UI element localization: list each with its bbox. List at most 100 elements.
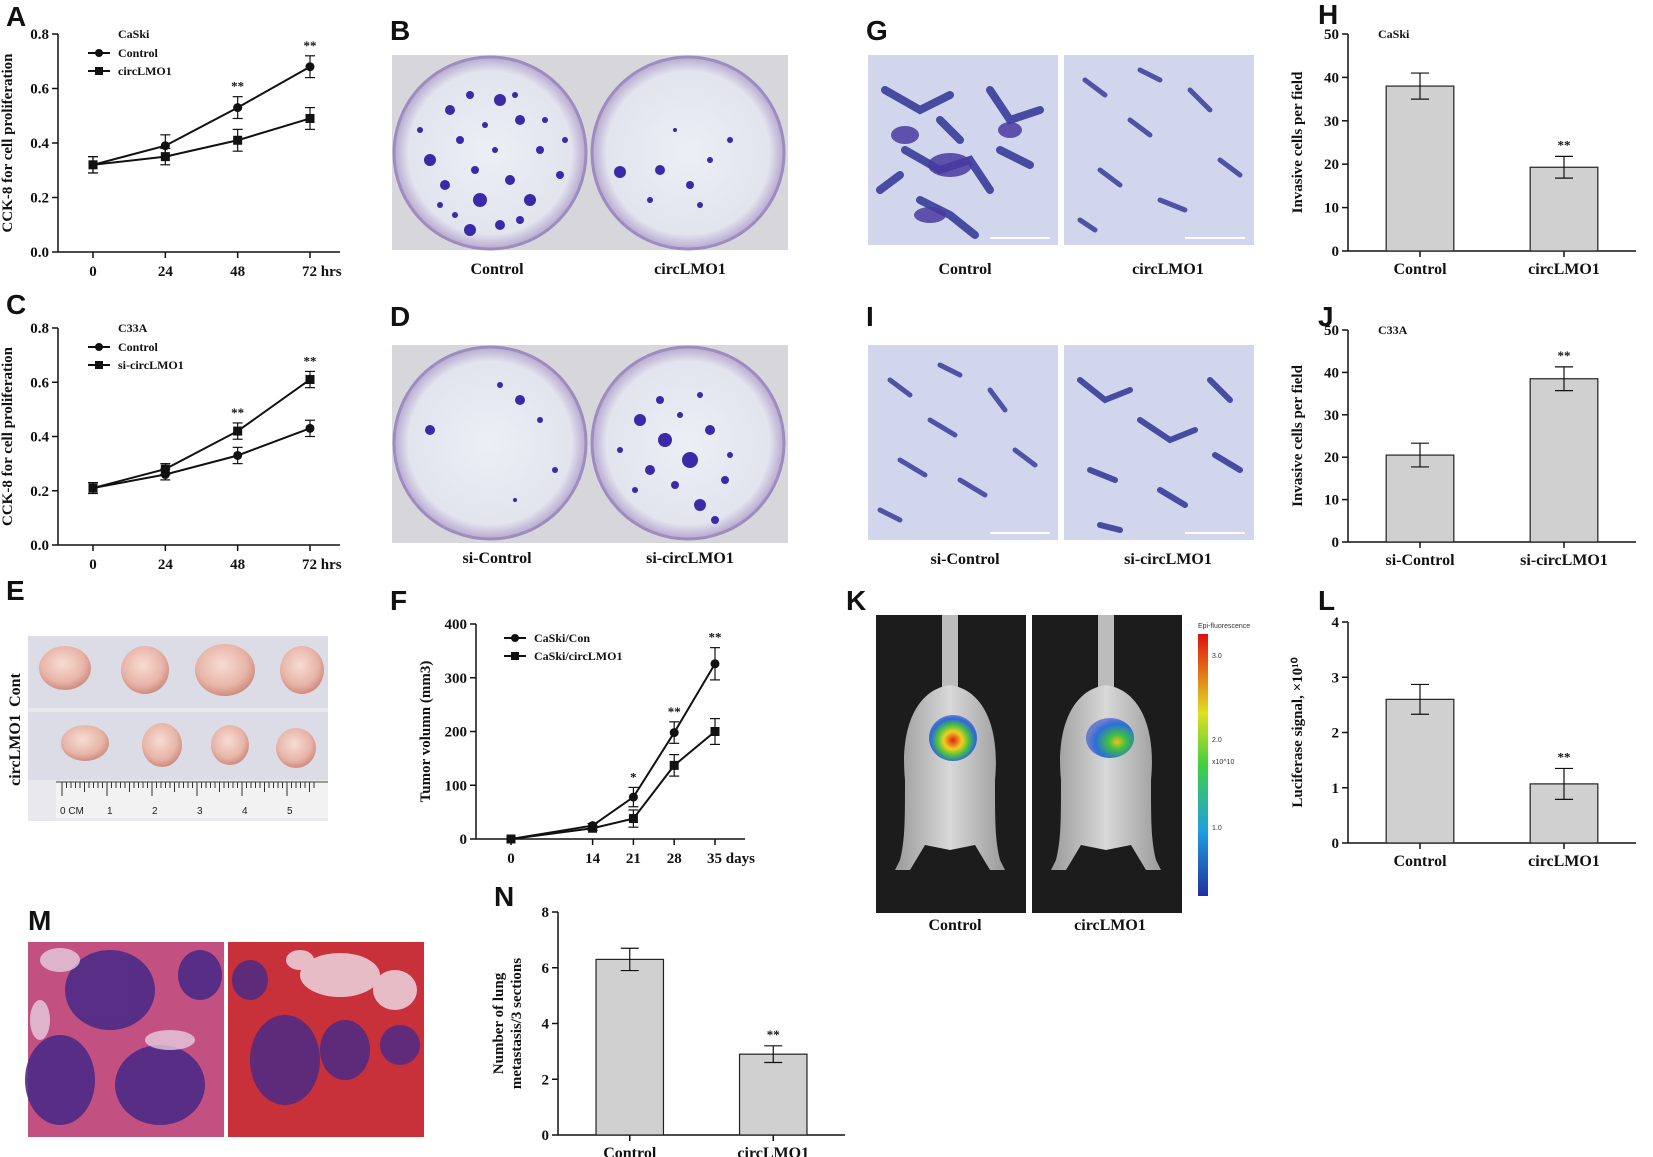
tumor-photo-e [28,636,328,821]
data-point-F-0-4 [710,659,720,669]
chart-j-invasion-c33a: 0 10 20 30 40 50 Invasive cells per field si-Co… [1290,323,1636,569]
series-line-A-1 [92,117,311,166]
y-tick-label-A-3: 0.6 [30,82,49,98]
y-tick-label-L-0: 0 [1332,836,1340,852]
x-tick-label-L-1: circLMO1 [1528,853,1600,870]
legend-marker-F-1 [511,652,519,660]
y-tick-label-L-3: 3 [1332,670,1340,686]
data-point-A-1-2 [233,135,243,145]
y-axis-label-F: Tumor volumn (mm3) [418,661,434,803]
x-tick-label-L-0: Control [1393,853,1447,870]
legend-label-C-1: si-circLMO1 [118,358,184,372]
tumor-row-label-cont: Cont [7,672,24,706]
significance-A-0: ** [231,79,244,94]
y-tick-label-H-4: 40 [1324,70,1339,86]
significance-J-1: ** [1558,348,1571,363]
series-line-C-0 [92,427,311,490]
panel-label-D: D [390,301,410,332]
x-tick-label-F-3: 28 [667,851,682,867]
panel-label-E: E [6,575,25,606]
y-tick-label-J-3: 30 [1324,408,1339,424]
y-tick-label-J-1: 10 [1324,493,1339,509]
significance-L-1: ** [1558,749,1571,764]
chart-h-invasion-caski: 0 10 20 30 40 50 Invasive cells per field Contr… [1290,27,1636,278]
legend-label-C-0: Control [118,340,158,354]
colorbar-tick-2: 2.0 [1212,737,1222,744]
data-point-F-1-0 [506,834,516,844]
y-tick-label-A-1: 0.2 [30,191,49,207]
legend-marker-C-0 [95,343,103,351]
y-tick-label-F-2: 200 [445,725,468,741]
data-point-F-1-2 [628,814,638,824]
significance-N-1: ** [767,1027,780,1042]
panel-label-G: G [866,15,888,46]
data-point-C-1-0 [88,483,98,493]
data-point-A-1-1 [160,152,170,162]
series-line-F-1 [510,730,716,840]
x-tick-label-C-3: 72 hrs [302,557,342,573]
colorbar-tick-3: 3.0 [1212,653,1222,660]
data-point-C-0-2 [233,450,243,460]
colony-image-d [392,345,788,543]
colony-image-b [392,55,788,251]
y-tick-label-C-4: 0.8 [30,321,49,337]
legend-title-C: C33A [118,321,148,335]
ruler-labels: 0 CM 1 2 3 4 5 [60,806,293,817]
panel-label-C: C [6,289,26,320]
x-tick-label-A-1: 24 [158,264,174,280]
y-tick-label-N-2: 4 [542,1017,550,1033]
bar-L-0 [1385,698,1455,844]
x-tick-label-F-4: 35 days [707,851,755,867]
x-tick-label-C-2: 48 [230,557,245,573]
significance-F-1: ** [668,704,681,719]
y-tick-label-L-1: 1 [1332,781,1340,797]
legend-marker-A-0 [95,49,103,57]
legend-marker-F-0 [511,634,519,642]
colony-d-label-si-control: si-Control [462,550,532,567]
histology-image-m [25,942,424,1137]
y-tick-label-F-1: 100 [445,778,468,794]
x-tick-label-J-1: si-circLMO1 [1520,552,1608,569]
tumor-row-label-circlmo1: circLMO1 [7,714,24,786]
data-point-F-0-3 [669,728,679,738]
panel-label-H: H [1318,0,1338,30]
colony-b-label-control: Control [470,261,524,278]
bar-N-0 [595,958,665,1136]
y-tick-label-A-4: 0.8 [30,27,49,43]
y-axis-label-J: Invasive cells per field [1290,364,1306,506]
colorbar-title: Epi-fluorescence [1198,623,1250,630]
bar-J-1 [1529,378,1599,543]
significance-C-0: ** [231,405,244,420]
series-line-A-0 [92,65,311,166]
panel-label-J: J [1318,301,1334,332]
y-tick-label-N-3: 6 [542,961,550,977]
chart-title-H: CaSki [1378,27,1410,41]
legend-marker-A-1 [95,67,103,75]
biolum-label-control: Control [928,917,982,934]
significance-F-0: * [630,769,637,784]
ruler-label-1: 1 [107,806,113,817]
x-tick-label-F-0: 0 [507,851,515,867]
y-tick-label-N-0: 0 [542,1128,550,1144]
chart-f-tumor-volume: 0 100 200 300 400 Tumor volumn (mm3) 0 14 21 28 35… [418,617,755,867]
significance-H-1: ** [1558,137,1571,152]
chart-n-lung-metastasis: 0 2 4 6 8 Number of lung metastasis/3 sections… [491,905,845,1157]
y-tick-label-N-1: 2 [542,1072,550,1088]
y-axis-label-N-0: Number of lung [491,972,507,1074]
data-point-F-1-1 [588,823,598,833]
y-tick-label-C-1: 0.2 [30,484,49,500]
colorbar-tick-1: 1.0 [1212,825,1222,832]
x-tick-label-C-1: 24 [158,557,174,573]
data-point-F-1-3 [669,760,679,770]
significance-A-1: ** [304,38,317,53]
invasion-i-label-si-control: si-Control [930,551,1000,568]
legend-label-A-1: circLMO1 [118,64,172,78]
y-tick-label-F-3: 300 [445,671,468,687]
panel-label-A: A [6,1,26,32]
y-tick-label-H-3: 30 [1324,114,1339,130]
panel-label-I: I [866,301,874,332]
panel-label-L: L [1318,585,1335,616]
y-axis-label-L: Luciferase signal, ×10¹⁰ [1290,657,1306,807]
y-tick-label-C-0: 0.0 [30,538,49,554]
